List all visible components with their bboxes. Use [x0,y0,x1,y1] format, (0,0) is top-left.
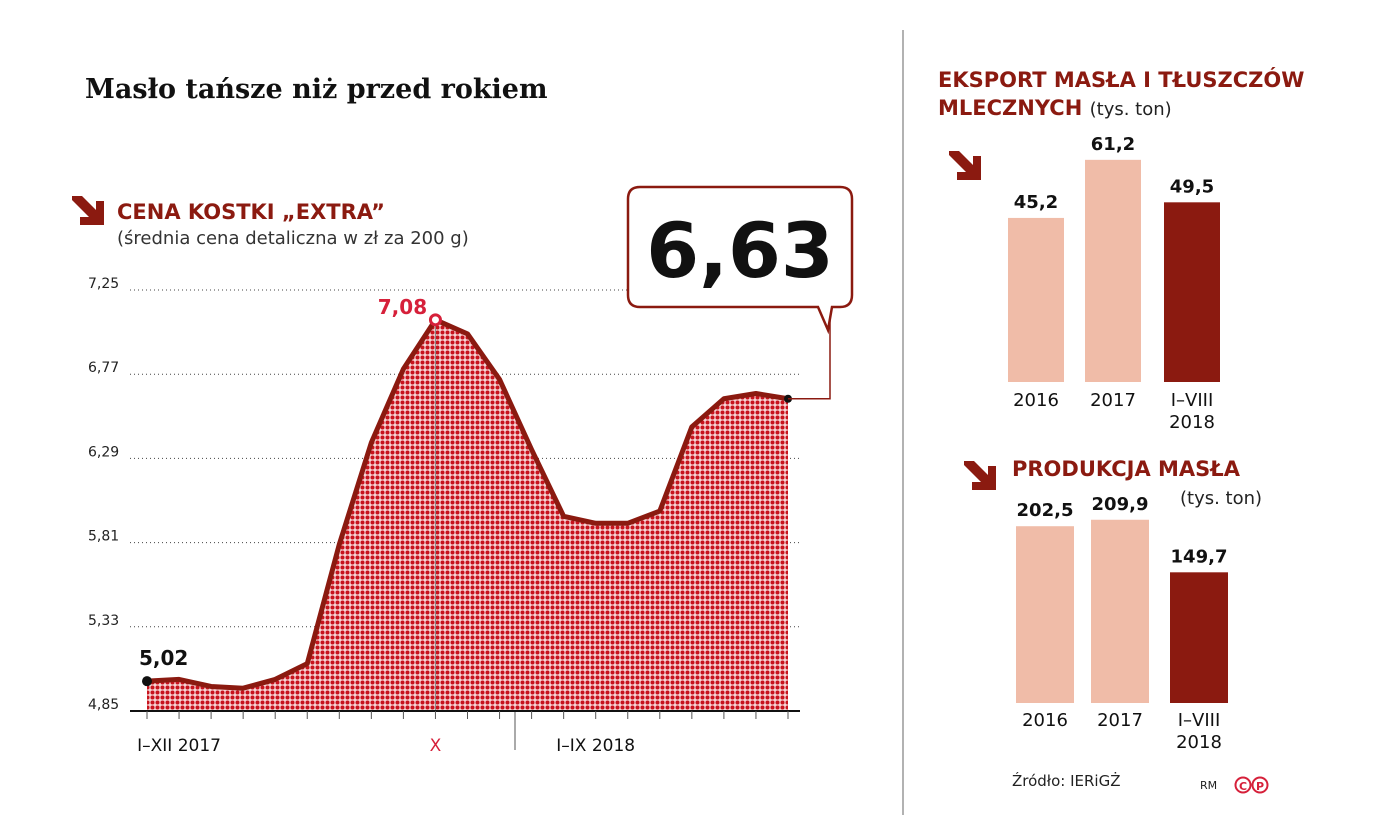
x-tick-label: 2016 [1022,710,1068,731]
source: Źródło: IERiGŻ [1012,771,1120,790]
chart-title: EKSPORT MASŁA I TŁUSZCZÓW MLECZNYCH [938,68,1305,120]
callout-leader [788,320,831,400]
arrow-icon [964,461,996,490]
logo-letter: P [1256,780,1264,793]
y-tick-label: 4,85 [88,697,119,713]
chart-title: PRODUKCJA MASŁA [1012,457,1241,481]
x-tick-label: I–XII 2017 [137,736,221,756]
y-tick-label: 5,33 [88,613,119,629]
y-tick-label: 7,25 [88,276,119,292]
peak-marker [428,313,442,327]
callout-box [626,185,854,335]
point-marker [142,676,152,687]
value-label: 7,08 [378,295,427,319]
chart-subtitle: (średnia cena detaliczna w zł za 200 g) [117,228,469,249]
bar [1085,159,1141,382]
area [147,319,788,711]
callout-value: 6,63 [646,206,834,295]
bar [1008,217,1064,382]
y-tick-label: 5,81 [88,529,119,545]
value-label: 5,02 [139,646,188,670]
value-label: 149,7 [1171,546,1228,567]
value-label: 45,2 [1014,192,1058,213]
arrow-icon [949,151,981,180]
bar [1091,519,1149,703]
x-tick-label: X [430,736,442,756]
y-tick-label: 6,29 [88,444,119,460]
x-tick-label: 2017 [1090,390,1136,411]
x-tick-label: I–VIII 2018 [1169,390,1215,433]
logo-circle [1251,776,1269,794]
bar [1164,202,1220,382]
value-label: 209,9 [1092,494,1149,515]
logo-letter: C [1239,780,1247,793]
x-tick-label: I–IX 2018 [556,736,635,756]
x-tick-label: 2017 [1097,710,1143,731]
credit: RM [1200,779,1217,792]
page-title: Masło tańsze niż przed rokiem [85,74,548,105]
chart-title-wrap: EKSPORT MASŁA I TŁUSZCZÓW MLECZNYCH (tys… [938,66,1338,124]
line [146,317,789,691]
chart-unit: (tys. ton) [1180,488,1263,509]
bar [1170,572,1228,703]
value-label: 202,5 [1017,500,1074,521]
x-tick-label: I–VIII 2018 [1176,710,1222,753]
logo-circle [1234,776,1252,794]
chart-title: CENA KOSTKI „EXTRA” [117,200,385,224]
x-tick-label: 2016 [1013,390,1059,411]
value-label: 49,5 [1170,176,1214,197]
arrow-icon [72,196,104,225]
value-label: 61,2 [1091,134,1135,155]
y-tick-label: 6,77 [88,360,119,376]
chart-unit: (tys. ton) [1089,99,1172,120]
bar [1016,526,1074,703]
